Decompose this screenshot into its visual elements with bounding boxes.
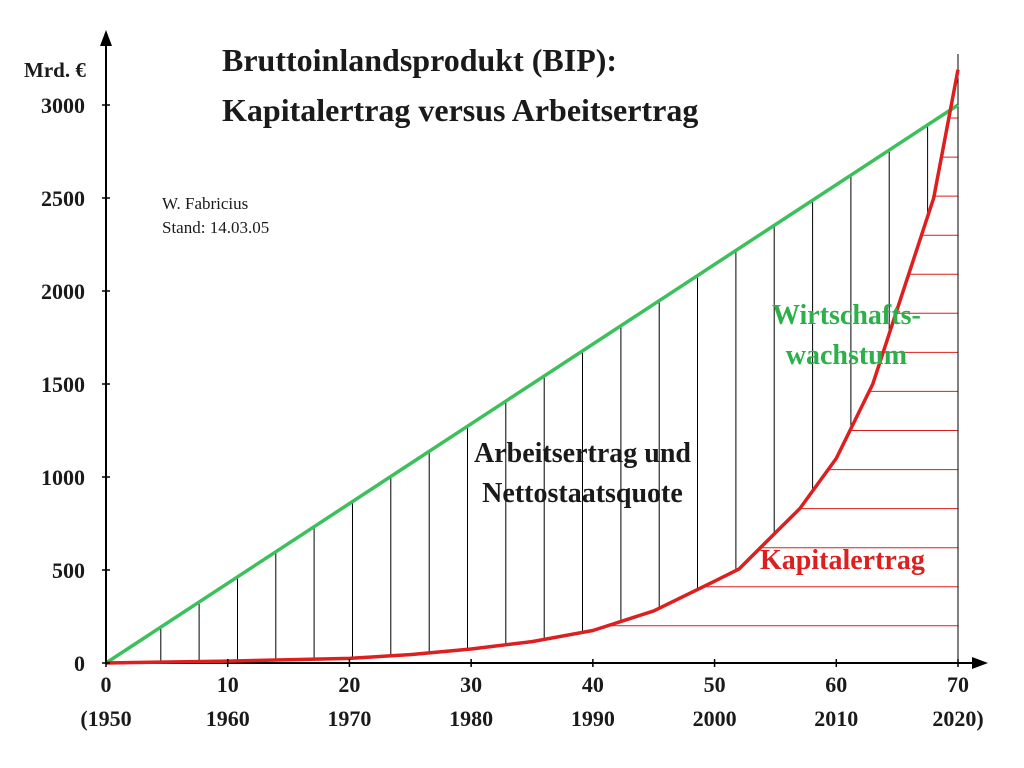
y-tick-label: 0 <box>74 651 85 676</box>
x-tick-label: 10 <box>217 672 239 697</box>
annotation-wirtschaftswachstum-line-2: wachstum <box>785 340 908 371</box>
x-tick-year-label: 2000 <box>693 706 737 731</box>
tick-layer: 0 500 1000 1500 2000 2500 3000 0 (1950 10 1960 20 19… <box>41 93 984 731</box>
x-tick-year-label: (1950 <box>80 706 131 731</box>
x-tick-label: 60 <box>825 672 847 697</box>
y-tick-label: 2500 <box>41 186 85 211</box>
x-tick-label: 0 <box>101 672 112 697</box>
x-tick-label: 70 <box>947 672 969 697</box>
x-tick-label: 40 <box>582 672 604 697</box>
annotation-arbeitsertrag: Arbeitsertrag und Nettostaatsquote <box>474 434 691 514</box>
y-tick-label: 1500 <box>41 372 85 397</box>
x-tick-year-label: 1990 <box>571 706 615 731</box>
x-tick-label: 20 <box>338 672 360 697</box>
y-tick-label: 2000 <box>41 279 85 304</box>
series-line-wirtschaftswachstum <box>105 103 959 665</box>
y-tick-label: 3000 <box>41 93 85 118</box>
annotation-arbeitsertrag-line-2: Nettostaatsquote <box>482 478 683 509</box>
annotation-arbeitsertrag-line-1: Arbeitsertrag und <box>474 438 691 469</box>
series-line-kapitalertrag <box>105 69 960 665</box>
axes-layer <box>100 30 988 669</box>
y-axis-label: Mrd. € <box>24 58 86 82</box>
author-note: W. Fabricius <box>162 194 249 213</box>
y-tick-label: 1000 <box>41 465 85 490</box>
y-tick-label: 500 <box>52 558 85 583</box>
x-tick-year-label: 1960 <box>206 706 250 731</box>
annotation-kapitalertrag-line-1: Kapitalertrag <box>760 545 925 576</box>
annotation-wirtschaftswachstum: Wirtschafts- wachstum <box>772 296 921 376</box>
x-tick-year-label: 2010 <box>814 706 858 731</box>
annotation-kapitalertrag: Kapitalertrag <box>760 545 925 577</box>
y-axis-arrow-icon <box>100 30 112 46</box>
date-note: Stand: 14.03.05 <box>162 218 270 237</box>
x-tick-year-label: 1970 <box>327 706 371 731</box>
chart-subtitle: Kapitalertrag versus Arbeitsertrag <box>222 92 699 128</box>
x-tick-label: 50 <box>704 672 726 697</box>
x-axis-arrow-icon <box>972 657 988 669</box>
series-layer <box>105 69 960 665</box>
hatch-layer <box>160 117 958 663</box>
x-tick-year-label: 2020) <box>932 706 983 731</box>
x-tick-year-label: 1980 <box>449 706 493 731</box>
chart-title: Bruttoinlandsprodukt (BIP): <box>222 42 618 78</box>
x-tick-label: 30 <box>460 672 482 697</box>
annotation-wirtschaftswachstum-line-1: Wirtschafts- <box>772 300 921 331</box>
